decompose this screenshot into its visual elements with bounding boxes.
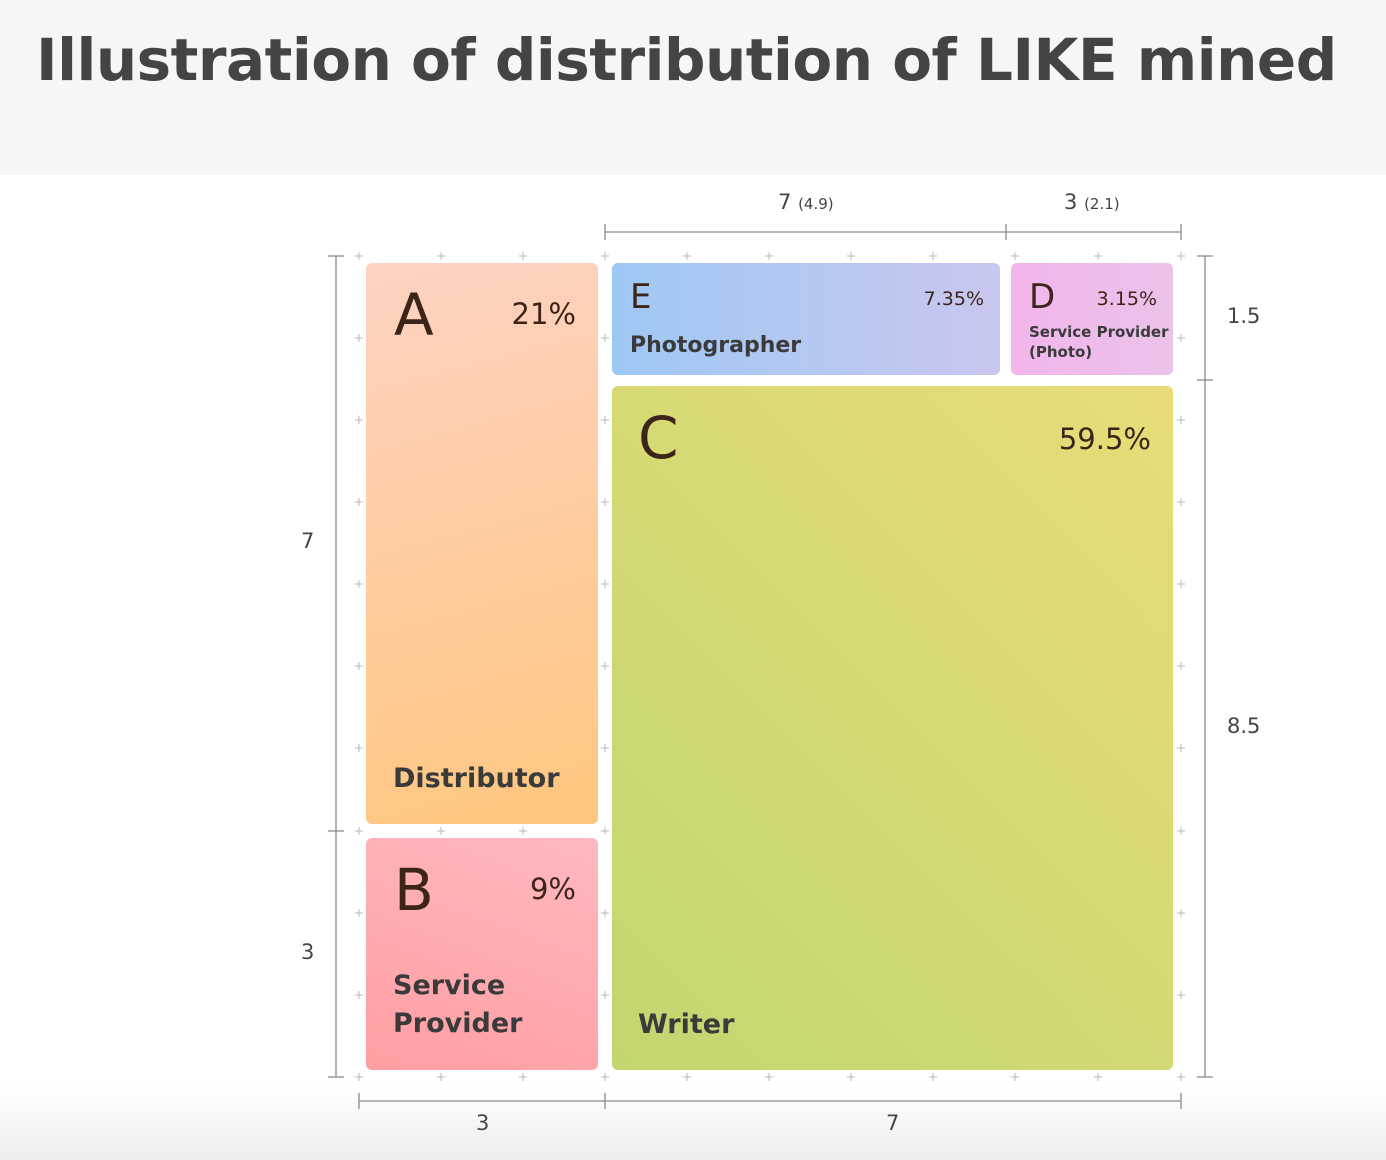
cell-c-letter: C <box>638 404 679 472</box>
cell-b-role-line1: Service <box>393 970 506 1001</box>
cell-e-photographer: E 7.35% Photographer <box>612 263 1000 375</box>
cell-b-letter: B <box>394 856 434 924</box>
cell-b-service-provider: B 9% Service Provider <box>366 838 598 1070</box>
cell-d-percent: 3.15% <box>1096 288 1157 310</box>
dim-bottom-right: 7 <box>886 1111 900 1135</box>
cell-d-service-provider-photo: D 3.15% Service Provider (Photo) <box>1011 263 1173 375</box>
dimension-lines <box>328 224 1213 1109</box>
cell-e-role: Photographer <box>630 333 802 358</box>
cell-b-percent: 9% <box>529 872 576 906</box>
dim-top-left: 7 (4.9) <box>778 190 834 214</box>
cell-e-percent: 7.35% <box>923 288 984 310</box>
dim-left-top: 7 <box>301 529 315 553</box>
cell-b-role-line2: Provider <box>393 1008 523 1039</box>
cell-a-letter: A <box>394 281 434 349</box>
cell-a-distributor: A 21% Distributor <box>366 263 598 824</box>
dim-right-bottom: 8.5 <box>1227 714 1261 738</box>
dim-top-right: 3 (2.1) <box>1064 190 1120 214</box>
dim-top-right-value: 3 <box>1064 190 1078 214</box>
dim-top-right-sub: (2.1) <box>1084 195 1120 213</box>
page-title: Illustration of distribution of LIKE min… <box>36 26 1337 94</box>
cell-c-writer: C 59.5% Writer <box>612 386 1173 1070</box>
cell-a-role: Distributor <box>393 763 560 794</box>
cell-c-percent: 59.5% <box>1058 422 1151 456</box>
cell-d-role-line1: Service Provider <box>1029 323 1169 341</box>
cell-c-role: Writer <box>638 1009 735 1040</box>
cell-d-role-line2: (Photo) <box>1029 343 1093 361</box>
cell-d-letter: D <box>1029 277 1056 317</box>
dim-top-left-value: 7 <box>778 190 792 214</box>
dim-right-top: 1.5 <box>1227 304 1261 328</box>
dim-bottom-left: 3 <box>476 1111 490 1135</box>
cell-a-percent: 21% <box>511 297 576 331</box>
header-band: Illustration of distribution of LIKE min… <box>0 0 1386 175</box>
footer-fade <box>0 1085 1386 1160</box>
cell-e-letter: E <box>630 277 652 317</box>
dim-top-left-sub: (4.9) <box>798 195 834 213</box>
dim-left-bottom: 3 <box>301 940 315 964</box>
